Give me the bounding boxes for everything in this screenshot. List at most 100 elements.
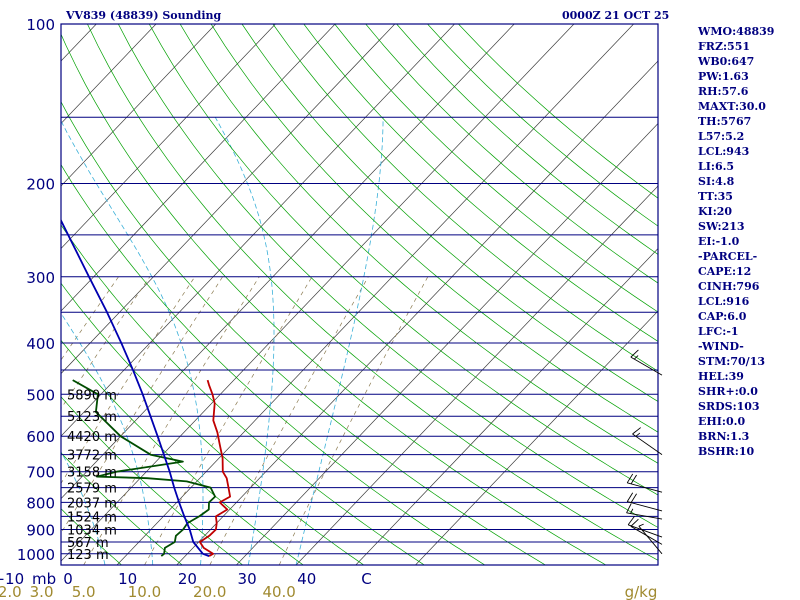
temperature-tick-label: C bbox=[361, 570, 371, 588]
mixing-ratio-tick-label: 2.0 bbox=[0, 583, 22, 600]
temperature-profile-line bbox=[198, 379, 232, 557]
isotherm-line bbox=[61, 24, 515, 500]
mixing-ratio-tick-label: 20.0 bbox=[193, 583, 226, 600]
index-value: L57:5.2 bbox=[698, 130, 745, 143]
pressure-tick-label: 900 bbox=[26, 522, 55, 540]
wind-barb bbox=[632, 427, 663, 456]
wind-barb bbox=[626, 492, 663, 512]
dry-adiabat-line bbox=[241, 24, 658, 402]
index-value: SI:4.8 bbox=[698, 175, 735, 188]
isotherm-line bbox=[61, 24, 455, 437]
dry-adiabat-line bbox=[61, 282, 364, 565]
mixing-ratio-line bbox=[278, 276, 429, 565]
height-label: 1034 m bbox=[67, 524, 117, 539]
index-value: TH:5767 bbox=[698, 115, 752, 128]
index-value: -PARCEL- bbox=[698, 250, 758, 263]
mixing-ratio-unit-label: g/kg bbox=[625, 583, 658, 600]
index-value: PW:1.63 bbox=[698, 70, 749, 83]
mixing-ratio-tick-label: 3.0 bbox=[30, 583, 54, 600]
pressure-tick-label: 600 bbox=[26, 428, 55, 446]
dry-adiabat-line bbox=[61, 101, 546, 565]
height-label: 5890 m bbox=[67, 388, 117, 403]
wind-barb bbox=[638, 523, 663, 555]
temperature-tick-label: 30 bbox=[238, 570, 257, 588]
dry-adiabat-line bbox=[365, 24, 658, 284]
index-value: CAP:6.0 bbox=[698, 310, 747, 323]
index-value: WB0:647 bbox=[698, 55, 755, 68]
isotherm-line bbox=[355, 248, 658, 565]
isotherm-line bbox=[236, 123, 658, 565]
mixing-ratio-line bbox=[83, 276, 260, 565]
index-value: LCL:943 bbox=[698, 145, 750, 158]
dry-adiabat-line bbox=[334, 24, 658, 313]
wind-barb bbox=[627, 516, 663, 538]
index-value: SHR+:0.0 bbox=[698, 385, 758, 398]
dewpoint-profile-line bbox=[72, 379, 217, 557]
index-value: TT:35 bbox=[698, 190, 733, 203]
dry-adiabat-line bbox=[179, 24, 658, 464]
isotherm-line bbox=[61, 24, 276, 250]
index-value: FRZ:551 bbox=[698, 40, 751, 53]
parcel-profile-line bbox=[61, 218, 210, 557]
pressure-tick-label: 1000 bbox=[17, 546, 55, 564]
isotherm-line bbox=[61, 24, 216, 187]
isotherm-line bbox=[295, 185, 658, 565]
temperature-tick-label: −10 bbox=[0, 570, 24, 588]
wind-barb bbox=[626, 473, 663, 493]
index-value: SRDS:103 bbox=[698, 400, 760, 413]
dry-adiabat-line bbox=[148, 24, 658, 496]
pressure-tick-label: 200 bbox=[26, 175, 55, 193]
sounding-title: VV839 (48839) Sounding bbox=[66, 9, 222, 22]
mixing-ratio-line bbox=[144, 276, 313, 565]
pressure-tick-label: 500 bbox=[26, 386, 55, 404]
mixing-ratio-line bbox=[61, 276, 119, 361]
index-value: BRN:1.3 bbox=[698, 430, 750, 443]
index-value: CAPE:12 bbox=[698, 265, 752, 278]
mixing-ratio-tick-label: 40.0 bbox=[262, 583, 295, 600]
dry-adiabat-line bbox=[396, 24, 658, 255]
temperature-tick-label: 40 bbox=[297, 570, 316, 588]
index-value: KI:20 bbox=[698, 205, 733, 218]
height-label: 567 m bbox=[67, 536, 109, 551]
pressure-tick-label: 100 bbox=[26, 16, 55, 34]
dry-adiabat-line bbox=[61, 396, 243, 565]
index-value: BSHR:10 bbox=[698, 445, 755, 458]
isotherm-line bbox=[61, 24, 396, 375]
isotherm-line bbox=[61, 24, 157, 125]
height-label: 3772 m bbox=[67, 449, 117, 464]
pressure-tick-label: 700 bbox=[26, 464, 55, 482]
isotherm-line bbox=[61, 24, 575, 562]
mixing-ratio-tick-label: 5.0 bbox=[72, 583, 96, 600]
index-value: LI:6.5 bbox=[698, 160, 735, 173]
height-label: 5123 m bbox=[67, 410, 117, 425]
wind-barb bbox=[630, 349, 663, 376]
isotherm-line bbox=[61, 24, 336, 312]
temperature-tick-label: 0 bbox=[63, 570, 73, 588]
dry-adiabat-line bbox=[61, 164, 486, 565]
index-value: STM:70/13 bbox=[698, 355, 765, 368]
pressure-tick-label: 300 bbox=[26, 269, 55, 287]
dry-adiabat-line bbox=[210, 24, 658, 433]
mixing-ratio-line bbox=[61, 276, 151, 410]
dry-adiabat-line bbox=[272, 24, 658, 372]
dry-adiabat-line bbox=[61, 224, 425, 565]
dry-adiabat-line bbox=[61, 508, 122, 565]
index-value: SW:213 bbox=[698, 220, 745, 233]
dry-adiabat-line bbox=[303, 24, 658, 342]
mixing-ratio-tick-label: 10.0 bbox=[128, 583, 161, 600]
index-value: EI:-1.0 bbox=[698, 235, 740, 248]
wind-barb bbox=[626, 503, 663, 520]
temperature-tick-label: 10 bbox=[118, 570, 137, 588]
index-value: -WIND- bbox=[698, 340, 744, 353]
dry-adiabat-line bbox=[61, 452, 183, 565]
index-value: LCL:916 bbox=[698, 295, 750, 308]
temperature-tick-label: 20 bbox=[178, 570, 197, 588]
index-value: MAXT:30.0 bbox=[698, 100, 766, 113]
height-label: 123 m bbox=[67, 548, 109, 563]
index-value: RH:57.6 bbox=[698, 85, 749, 98]
index-value: CINH:796 bbox=[698, 280, 760, 293]
height-label: 2037 m bbox=[67, 496, 117, 511]
mixing-ratio-line bbox=[209, 276, 369, 565]
pressure-tick-label: 400 bbox=[26, 335, 55, 353]
